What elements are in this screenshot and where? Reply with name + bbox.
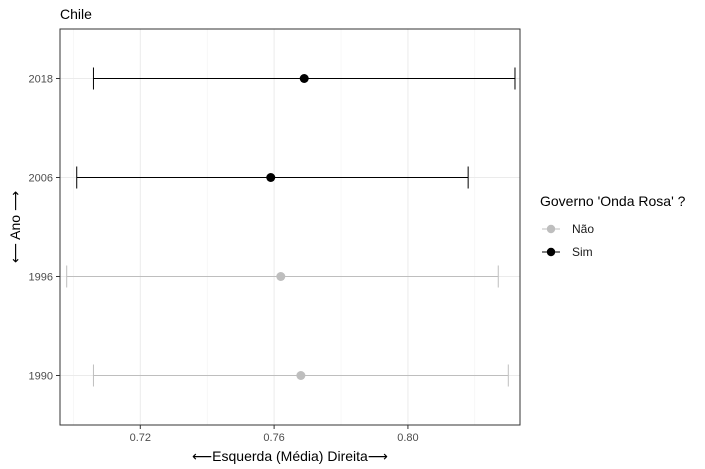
grid [60, 29, 520, 425]
x-tick-label: 0.80 [397, 432, 418, 444]
legend-label-nao: Não [572, 221, 595, 236]
legend-item-sim: Sim [540, 240, 685, 263]
data-points [266, 74, 309, 380]
axes: 0.72 0.76 0.80 1990 1996 2006 2018 [29, 74, 419, 445]
point-1990 [296, 371, 306, 380]
legend-key-sim-icon [542, 247, 560, 256]
point-2006 [266, 173, 276, 182]
x-tick-label: 0.72 [130, 432, 151, 444]
y-axis-label: ⟵ Ano ⟶ [7, 191, 23, 263]
point-1996 [276, 272, 286, 281]
panel-border [59, 28, 521, 426]
panel-background [60, 29, 520, 425]
legend-key-nao-icon [542, 224, 560, 233]
y-tick-label: 2006 [29, 173, 53, 185]
legend-title: Governo 'Onda Rosa' ? [540, 193, 686, 209]
chart-title: Chile [60, 6, 92, 22]
legend-item-nao: Não [540, 217, 685, 240]
point-2018 [299, 74, 309, 83]
x-tick-label: 0.76 [263, 432, 284, 444]
y-tick-label: 1990 [29, 371, 53, 383]
y-tick-label: 2018 [29, 74, 53, 86]
y-tick-label: 1996 [29, 272, 53, 284]
legend-label-sim: Sim [572, 244, 593, 259]
legend: Governo 'Onda Rosa' ? Não Sim [540, 193, 685, 263]
x-axis-label: ⟵Esquerda (Média) Direita⟶ [192, 448, 388, 464]
